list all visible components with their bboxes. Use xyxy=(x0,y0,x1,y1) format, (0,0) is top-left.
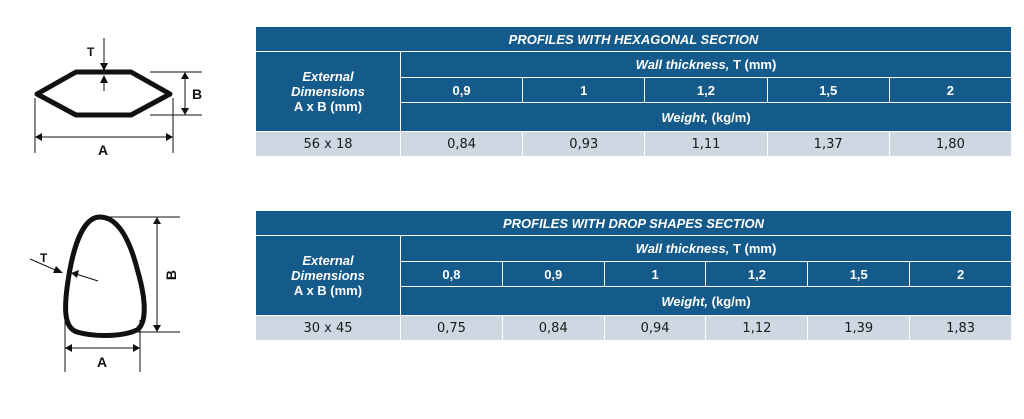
weight-cell: 0,84 xyxy=(399,131,524,157)
hex-label-b: B xyxy=(192,86,202,102)
weight-cell: 0,84 xyxy=(501,315,605,341)
drop-label-t: T xyxy=(40,251,48,265)
thickness-value: 0,9 xyxy=(399,77,524,103)
thickness-value: 0,8 xyxy=(400,261,503,287)
weight-cell: 0,93 xyxy=(522,131,646,157)
external-label: External xyxy=(302,69,354,84)
thickness-value: 1 xyxy=(603,261,707,287)
thickness-value: 0,9 xyxy=(501,261,605,287)
thickness-value: 2 xyxy=(909,261,1012,287)
wall-thickness-header: Wall thickness, T (mm) xyxy=(400,51,1012,78)
thickness-value: 1,2 xyxy=(644,77,768,103)
weight-label: Weight, xyxy=(661,109,709,125)
wall-thickness-label: Wall thickness, xyxy=(635,241,730,256)
weight-cell: 0,75 xyxy=(400,315,503,341)
hexagon-profile-diagram: T B A xyxy=(20,35,220,160)
thickness-value: 1,5 xyxy=(766,77,890,103)
thickness-value: 2 xyxy=(888,77,1013,103)
weight-unit: (kg/m) xyxy=(711,293,751,309)
size-cell: 56 x 18 xyxy=(255,131,401,157)
dimensions-label: Dimensions xyxy=(291,268,365,283)
weight-cell: 1,37 xyxy=(766,131,890,157)
weight-header: Weight, (kg/m) xyxy=(400,286,1012,316)
wall-thickness-label: Wall thickness, xyxy=(635,57,730,72)
drop-profile-diagram: T B A xyxy=(20,210,220,380)
hexagonal-profiles-table: PROFILES WITH HEXAGONAL SECTION External… xyxy=(255,26,1013,157)
drop-label-b: B xyxy=(163,270,179,280)
thickness-value: 1 xyxy=(522,77,646,103)
weight-cell: 1,39 xyxy=(807,315,911,341)
weight-header: Weight, (kg/m) xyxy=(400,102,1012,132)
table-title: PROFILES WITH DROP SHAPES SECTION xyxy=(255,210,1012,236)
table-title: PROFILES WITH HEXAGONAL SECTION xyxy=(255,26,1012,52)
dimensions-label: Dimensions xyxy=(291,84,365,99)
size-cell: 30 x 45 xyxy=(255,315,401,341)
external-dimensions-header: External Dimensions A x B (mm) xyxy=(255,235,401,316)
weight-cell: 1,83 xyxy=(909,315,1012,341)
external-dimensions-header: External Dimensions A x B (mm) xyxy=(255,51,401,132)
external-label: External xyxy=(302,253,354,268)
drop-profiles-table: PROFILES WITH DROP SHAPES SECTION Extern… xyxy=(255,210,1012,341)
table-row: 56 x 18 0,84 0,93 1,11 1,37 1,80 xyxy=(255,131,1013,157)
weight-label: Weight, xyxy=(661,293,709,309)
dimensions-unit: A x B (mm) xyxy=(293,99,363,114)
weight-unit: (kg/m) xyxy=(711,109,751,125)
weight-cell: 1,11 xyxy=(644,131,768,157)
thickness-value: 1,5 xyxy=(807,261,911,287)
drop-label-a: A xyxy=(97,354,107,370)
wall-thickness-header: Wall thickness, T (mm) xyxy=(400,235,1012,262)
wall-thickness-unit: T (mm) xyxy=(732,57,777,72)
hex-label-a: A xyxy=(98,142,108,158)
thickness-value: 1,2 xyxy=(705,261,809,287)
dimensions-unit: A x B (mm) xyxy=(293,283,363,298)
hex-label-t: T xyxy=(87,45,95,59)
weight-cell: 1,80 xyxy=(888,131,1013,157)
weight-cell: 1,12 xyxy=(705,315,809,341)
table-row: 30 x 45 0,75 0,84 0,94 1,12 1,39 1,83 xyxy=(255,315,1012,341)
wall-thickness-unit: T (mm) xyxy=(732,241,777,256)
weight-cell: 0,94 xyxy=(603,315,707,341)
